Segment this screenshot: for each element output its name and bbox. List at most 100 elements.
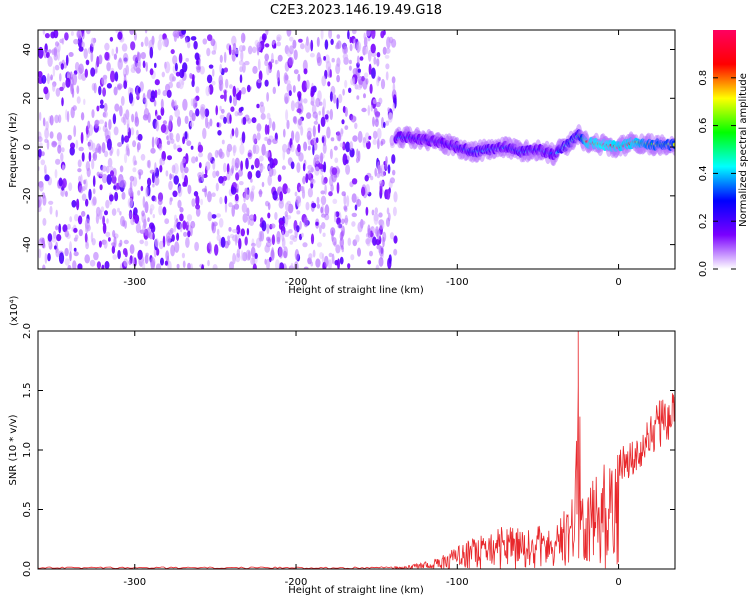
heatmap-cell [324,255,329,268]
heatmap-cell [259,101,264,107]
heatmap-cell [246,84,251,93]
heatmap-cell [44,33,50,39]
heatmap-cell [363,72,369,78]
heatmap-cell [65,77,71,88]
heatmap-cell [276,69,280,82]
heatmap-cell [353,38,356,49]
heatmap-cell [294,191,298,197]
heatmap-cell [113,86,118,96]
heatmap-cell [272,158,278,166]
heatmap-cell [357,130,363,143]
heatmap-cell [376,128,382,140]
heatmap-cell [113,185,117,190]
heatmap-cell [385,47,391,54]
snr-panel: -300 -200 -100 0 0.0 0.5 1.0 1.5 2.0 Height of … [8,295,676,596]
heatmap-cell [364,174,369,182]
heatmap-cell [197,144,204,153]
heatmap-cell [305,201,310,211]
heatmap-cell [214,149,219,158]
heatmap-cell [177,185,183,197]
heatmap-cell [117,249,121,260]
heatmap-cell [315,114,318,122]
y-tick-label: 40 [22,43,33,56]
heatmap-cell [344,125,349,130]
heatmap-cell [166,235,171,247]
heatmap-cell [38,248,42,259]
heatmap-cell [170,49,175,55]
heatmap-cell [115,30,119,34]
heatmap-cell [159,164,163,173]
heatmap-cell [252,65,258,74]
heatmap-cell [132,54,138,62]
snr-x-ticks: -300 -200 -100 0 [123,331,622,588]
heatmap-cell [378,257,384,267]
heatmap-cell [54,245,57,250]
heatmap-cell [207,121,210,130]
heatmap-cell [356,95,360,100]
heatmap-cell [76,96,81,104]
heatmap-cell [88,188,92,201]
heatmap-cell [265,150,270,158]
heatmap-cell [157,39,162,51]
heatmap-cell [225,78,229,89]
heatmap-cell [90,67,96,77]
heatmap-cell [348,65,352,71]
heatmap-cell [264,244,271,253]
heatmap-cell [110,170,114,177]
heatmap-cell [251,185,256,191]
heatmap-cell [70,31,74,36]
heatmap-cell [153,99,157,107]
heatmap-cell [201,171,205,182]
heatmap-cell [312,143,315,156]
heatmap-cell [77,215,83,225]
heatmap-cell [303,141,308,152]
heatmap-cell [183,166,189,174]
heatmap-cell [361,75,365,82]
spectrogram-y-axis-label: Frequency (Hz) [8,112,19,188]
heatmap-cell [205,161,211,171]
heatmap-cell [370,175,374,181]
heatmap-cell [80,132,84,144]
heatmap-cell [368,63,372,75]
heatmap-cell [59,86,64,92]
heatmap-cell [344,79,348,89]
heatmap-cell [307,187,313,198]
heatmap-cell [206,74,213,84]
heatmap-cell [69,71,73,80]
heatmap-cell [354,122,358,129]
heatmap-cell [373,56,377,65]
heatmap-cell [240,32,246,44]
heatmap-cell [279,191,283,202]
heatmap-cell [298,152,304,162]
heatmap-cell [212,68,215,77]
heatmap-cell [57,114,62,123]
heatmap-cell [106,138,112,151]
heatmap-cell [387,112,393,123]
heatmap-cell [99,171,104,177]
heatmap-cell [91,159,95,170]
heatmap-cell [290,144,295,153]
heatmap-cell [387,164,391,174]
heatmap-cell [64,258,70,266]
heatmap-cell [230,186,237,195]
heatmap-cell [374,111,381,119]
heatmap-cell [74,234,79,240]
heatmap-cell [70,142,75,149]
heatmap-cell [238,238,242,250]
heatmap-cell [272,138,278,145]
heatmap-cell [208,241,212,250]
heatmap-cell [218,176,224,184]
heatmap-cell [77,263,83,269]
heatmap-cell [162,90,168,97]
heatmap-cell [54,64,60,71]
heatmap-cell [155,248,160,256]
heatmap-cell [364,48,368,54]
heatmap-cell [80,112,85,121]
heatmap-cell [252,263,257,269]
heatmap-cell [64,230,70,238]
heatmap-cell [341,218,345,225]
heatmap-cell [123,239,129,245]
heatmap-cell [201,264,205,269]
heatmap-cell [110,70,116,83]
heatmap-cell [382,46,387,55]
